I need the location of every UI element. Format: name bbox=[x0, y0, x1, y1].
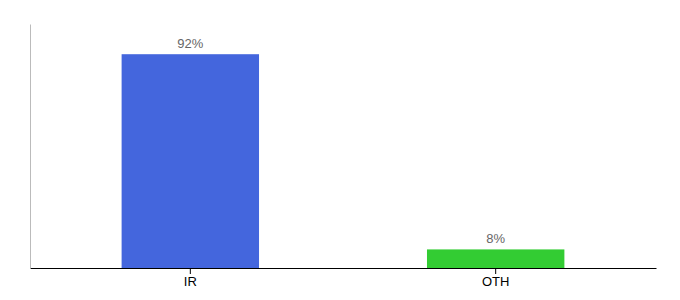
bar bbox=[122, 54, 259, 268]
chart-svg: 92% 8% IR OTH bbox=[0, 0, 680, 300]
bars bbox=[122, 54, 565, 268]
x-tick-label: IR bbox=[184, 274, 197, 289]
x-tick-label: OTH bbox=[482, 274, 509, 289]
x-tick: IR bbox=[184, 268, 197, 289]
data-label: 8% bbox=[486, 231, 505, 246]
data-label: 92% bbox=[177, 36, 203, 51]
chart-container: 92% 8% IR OTH bbox=[0, 0, 680, 300]
x-tick: OTH bbox=[482, 268, 509, 289]
x-axis-line bbox=[31, 268, 657, 269]
x-axis: IR OTH bbox=[31, 268, 657, 289]
x-tick-mark bbox=[495, 268, 496, 274]
plot-area: 92% 8% IR OTH bbox=[31, 25, 657, 290]
data-labels: 92% 8% bbox=[177, 36, 505, 246]
bar bbox=[427, 249, 564, 268]
x-tick-mark bbox=[190, 268, 191, 274]
y-axis-line bbox=[30, 25, 31, 269]
y-axis bbox=[30, 25, 31, 269]
